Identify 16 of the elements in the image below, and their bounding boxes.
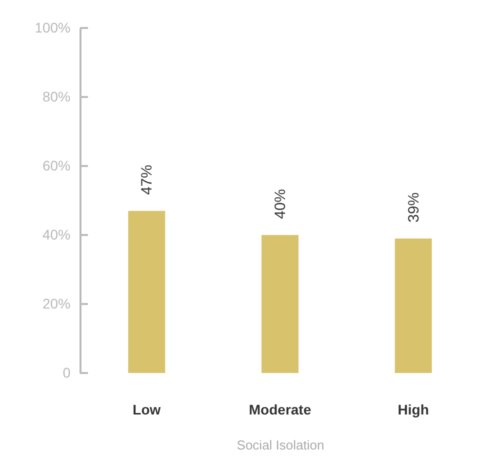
data-label: 39% [405, 192, 422, 222]
bar [128, 210, 166, 373]
x-tick-label: Low [132, 402, 161, 418]
y-tick-label: 80% [42, 88, 70, 104]
bar [394, 238, 432, 373]
x-tick-label: High [398, 402, 429, 418]
y-tick-label: 40% [42, 226, 70, 242]
y-tick-label: 0 [62, 364, 71, 380]
y-tick-label: 100% [34, 20, 70, 36]
data-label: 40% [272, 188, 289, 219]
x-axis-title: Social Isolation [236, 438, 324, 452]
bar [262, 235, 298, 373]
y-tick-label: 60% [42, 158, 70, 174]
y-tick-label: 20% [42, 296, 70, 312]
data-label: 47% [138, 164, 156, 195]
x-tick-label: Moderate [248, 402, 312, 418]
